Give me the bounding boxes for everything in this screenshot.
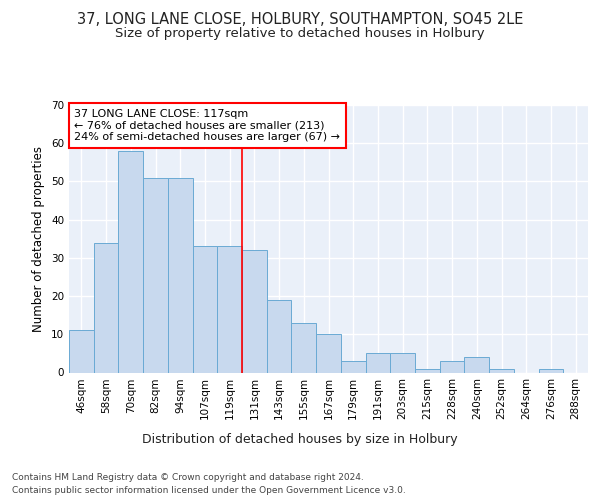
Bar (292, 323, 316, 372)
Bar (440, 361, 464, 372)
Text: 37 LONG LANE CLOSE: 117sqm
← 76% of detached houses are smaller (213)
24% of sem: 37 LONG LANE CLOSE: 117sqm ← 76% of deta… (74, 109, 340, 142)
Bar (217, 246, 242, 372)
Text: 37, LONG LANE CLOSE, HOLBURY, SOUTHAMPTON, SO45 2LE: 37, LONG LANE CLOSE, HOLBURY, SOUTHAMPTO… (77, 12, 523, 28)
Bar (94, 242, 118, 372)
Bar (341, 361, 365, 372)
Bar (489, 368, 514, 372)
Bar (464, 357, 489, 372)
Text: Contains public sector information licensed under the Open Government Licence v3: Contains public sector information licen… (12, 486, 406, 495)
Text: Size of property relative to detached houses in Holbury: Size of property relative to detached ho… (115, 28, 485, 40)
Y-axis label: Number of detached properties: Number of detached properties (32, 146, 46, 332)
Bar (390, 354, 415, 372)
Bar (193, 246, 217, 372)
Text: Distribution of detached houses by size in Holbury: Distribution of detached houses by size … (142, 432, 458, 446)
Bar (168, 178, 193, 372)
Bar (118, 151, 143, 372)
Bar (242, 250, 267, 372)
Bar (365, 354, 390, 372)
Text: Contains HM Land Registry data © Crown copyright and database right 2024.: Contains HM Land Registry data © Crown c… (12, 472, 364, 482)
Bar (267, 300, 292, 372)
Bar (316, 334, 341, 372)
Bar (415, 368, 440, 372)
Bar (69, 330, 94, 372)
Bar (539, 368, 563, 372)
Bar (143, 178, 168, 372)
